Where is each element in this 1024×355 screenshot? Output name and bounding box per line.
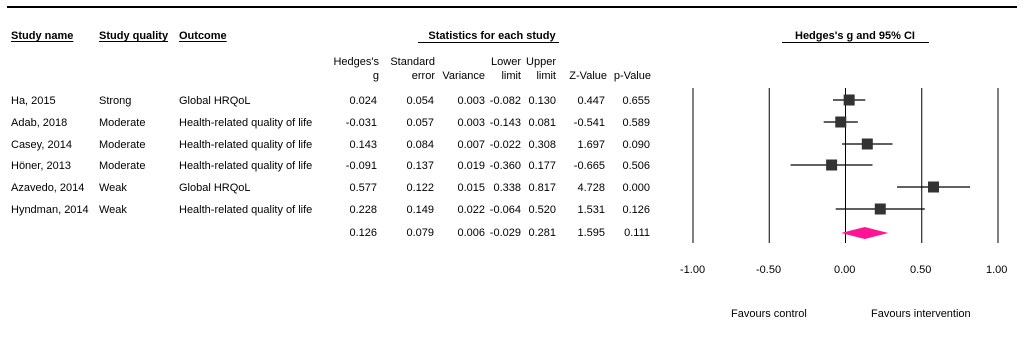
col-header-variance: Variance — [442, 70, 485, 82]
cell-z-value: 1.531 — [577, 204, 605, 216]
cell-outcome: Health-related quality of life — [179, 160, 313, 172]
favours-intervention-label: Favours intervention — [871, 308, 971, 320]
cell-upper-limit: 0.177 — [528, 160, 556, 172]
cell-z-value: 4.728 — [577, 182, 605, 194]
cell-p-value: 0.655 — [622, 95, 650, 107]
cell-study-name: Adab, 2018 — [11, 117, 68, 129]
cell-lower-limit: -0.082 — [489, 95, 521, 107]
col-header-hedges-g: Hedges's g — [333, 56, 379, 82]
cell-study-quality: Weak — [99, 204, 127, 216]
header-study-quality: Study quality — [99, 30, 169, 42]
cell-study-quality: Moderate — [99, 139, 146, 151]
cell-hedges-g: 0.228 — [349, 204, 377, 216]
cell-hedges-g: 0.577 — [349, 182, 377, 194]
x-tick-label: -0.50 — [756, 264, 782, 276]
cell-z-value: 1.697 — [577, 139, 605, 151]
col-header-upper-limit: Upper limit — [526, 56, 556, 82]
x-tick-label: 0.00 — [834, 264, 856, 276]
cell-standard-error: 0.137 — [406, 160, 434, 172]
cell-upper-limit: 0.520 — [528, 204, 556, 216]
cell-z-value: -0.541 — [573, 117, 605, 129]
effect-marker — [826, 159, 838, 171]
effect-marker — [874, 203, 886, 215]
effect-marker — [861, 138, 873, 150]
col-header-p-value: p-Value — [613, 70, 651, 82]
cell-variance: 0.003 — [457, 117, 485, 129]
cell-variance: 0.022 — [457, 204, 485, 216]
cell-study-name: Höner, 2013 — [11, 160, 71, 172]
cell-standard-error: 0.122 — [406, 182, 434, 194]
cell-hedges-g: 0.024 — [349, 95, 377, 107]
cell-upper-limit: 0.817 — [528, 182, 556, 194]
cell-study-quality: Strong — [99, 95, 132, 107]
summary-cell-hedges-g: 0.126 — [349, 227, 377, 239]
cell-z-value: -0.665 — [573, 160, 605, 172]
cell-z-value: 0.447 — [577, 95, 605, 107]
summary-cell-upper-limit: 0.281 — [528, 227, 556, 239]
col-header-z-value: Z-Value — [569, 70, 607, 82]
stats-header-rule — [418, 42, 559, 43]
top-rule — [7, 6, 1017, 8]
header-outcome: Outcome — [179, 30, 227, 42]
cell-hedges-g: 0.143 — [349, 139, 377, 151]
cell-upper-limit: 0.130 — [528, 95, 556, 107]
cell-study-quality: Moderate — [99, 160, 146, 172]
header-study-name: Study name — [11, 30, 74, 42]
cell-lower-limit: -0.064 — [489, 204, 521, 216]
cell-lower-limit: -0.360 — [489, 160, 521, 172]
header-plot-group: Hedges's g and 95% CI — [795, 30, 915, 42]
effect-marker — [927, 181, 939, 193]
x-tick-label: 0.50 — [910, 264, 932, 276]
cell-study-name: Casey, 2014 — [11, 139, 72, 151]
col-header-lower-limit: Lower limit — [491, 56, 521, 82]
cell-outcome: Health-related quality of life — [179, 139, 313, 151]
cell-p-value: 0.090 — [622, 139, 650, 151]
cell-variance: 0.015 — [457, 182, 485, 194]
cell-p-value: 0.589 — [622, 117, 650, 129]
cell-variance: 0.003 — [457, 95, 485, 107]
cell-lower-limit: -0.022 — [489, 139, 521, 151]
summary-cell-p-value: 0.111 — [624, 227, 650, 239]
cell-outcome: Global HRQoL — [179, 95, 251, 107]
cell-study-quality: Weak — [99, 182, 127, 194]
cell-standard-error: 0.057 — [406, 117, 434, 129]
cell-standard-error: 0.084 — [406, 139, 434, 151]
summary-cell-z-value: 1.595 — [577, 227, 605, 239]
cell-hedges-g: -0.031 — [345, 117, 377, 129]
plot-header-rule — [782, 42, 929, 43]
cell-outcome: Global HRQoL — [179, 182, 251, 194]
effect-marker — [835, 116, 847, 128]
cell-study-name: Hyndman, 2014 — [11, 204, 89, 216]
cell-lower-limit: 0.338 — [493, 182, 521, 194]
cell-upper-limit: 0.308 — [528, 139, 556, 151]
col-header-standard-error: Standard error — [390, 56, 435, 82]
cell-standard-error: 0.054 — [406, 95, 434, 107]
cell-variance: 0.019 — [457, 160, 485, 172]
favours-control-label: Favours control — [731, 308, 807, 320]
cell-upper-limit: 0.081 — [528, 117, 556, 129]
summary-cell-lower-limit: -0.029 — [489, 227, 521, 239]
cell-lower-limit: -0.143 — [489, 117, 521, 129]
cell-outcome: Health-related quality of life — [179, 204, 313, 216]
cell-study-name: Azavedo, 2014 — [11, 182, 85, 194]
header-statistics-group: Statistics for each study — [428, 30, 556, 42]
effect-marker — [843, 94, 855, 106]
summary-cell-variance: 0.006 — [457, 227, 485, 239]
cell-p-value: 0.126 — [622, 204, 650, 216]
summary-diamond — [841, 227, 889, 239]
cell-p-value: 0.000 — [622, 182, 650, 194]
cell-standard-error: 0.149 — [406, 204, 434, 216]
summary-cell-standard-error: 0.079 — [406, 227, 434, 239]
x-tick-label: 1.00 — [986, 264, 1008, 276]
cell-study-quality: Moderate — [99, 117, 146, 129]
cell-study-name: Ha, 2015 — [11, 95, 56, 107]
cell-hedges-g: -0.091 — [345, 160, 377, 172]
cell-variance: 0.007 — [457, 139, 485, 151]
cell-outcome: Health-related quality of life — [179, 117, 313, 129]
x-tick-label: -1.00 — [680, 264, 706, 276]
cell-p-value: 0.506 — [622, 160, 650, 172]
